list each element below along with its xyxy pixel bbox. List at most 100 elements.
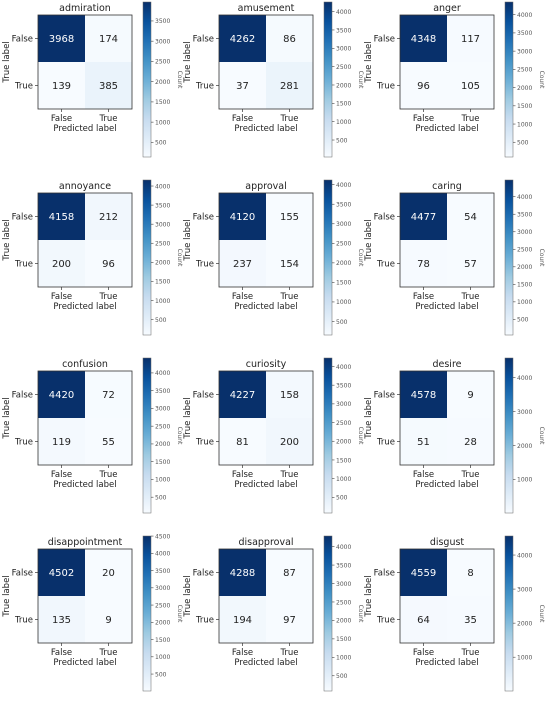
colorbar-tick-label: 3000 — [336, 581, 351, 588]
y-tick-label: False — [12, 213, 33, 223]
cell-value: 87 — [283, 568, 296, 579]
colorbar-label: Count — [538, 427, 545, 445]
y-axis-label: True label — [2, 575, 12, 617]
y-tick-label: True — [195, 616, 214, 626]
x-tick-label: True — [279, 114, 298, 124]
colorbar-tick-label: 500 — [155, 317, 167, 324]
y-tick-label: False — [374, 391, 395, 401]
colorbar-tick-label: 500 — [336, 673, 348, 680]
matrix-cell — [400, 240, 447, 287]
matrix-cell — [38, 62, 85, 109]
cell-value: 37 — [236, 81, 249, 92]
cell-value: 4227 — [230, 390, 255, 401]
matrix-cell — [219, 62, 266, 109]
x-tick-label: True — [460, 114, 479, 124]
matrix-cell — [219, 371, 266, 418]
colorbar-tick-label: 3500 — [155, 202, 170, 209]
matrix-cell — [38, 596, 85, 643]
colorbar-tick-label: 1500 — [155, 459, 170, 466]
colorbar-tick-label: 1500 — [336, 101, 351, 108]
matrix-cell — [85, 418, 132, 465]
colorbar-tick-label: 2500 — [155, 423, 170, 430]
cell-value: 200 — [52, 259, 71, 270]
colorbar-tick-label: 1500 — [336, 457, 351, 464]
matrix-cell — [38, 240, 85, 287]
colorbar — [323, 535, 333, 692]
colorbar-tick-label: 4000 — [336, 9, 351, 16]
cell-value: 97 — [283, 615, 296, 626]
cell-value: 64 — [417, 615, 430, 626]
colorbar-tick-label: 4000 — [155, 183, 170, 190]
cell-value: 4158 — [49, 212, 74, 223]
cell-value: 385 — [99, 81, 118, 92]
colorbar — [323, 179, 333, 336]
matrix-cell — [447, 62, 494, 109]
y-tick-label: False — [193, 569, 214, 579]
y-tick-label: False — [12, 569, 33, 579]
x-tick-label: True — [279, 648, 298, 658]
y-tick-label: True — [376, 438, 395, 448]
matrix-frame — [399, 14, 495, 110]
colorbar-tick-label: 3000 — [517, 409, 532, 416]
y-axis-label: True label — [364, 397, 374, 439]
matrix-cell — [400, 193, 447, 240]
colorbar-tick-label: 3000 — [517, 229, 532, 236]
y-tick-label: True — [14, 82, 33, 92]
matrix-cell — [400, 15, 447, 62]
cell-value: 78 — [417, 259, 430, 270]
colorbar-tick-label: 3500 — [155, 568, 170, 575]
matrix-cell — [38, 371, 85, 418]
matrix-cell — [38, 15, 85, 62]
colorbar-tick-label: 4000 — [517, 375, 532, 382]
cell-value: 4559 — [411, 568, 436, 579]
y-axis-label: True label — [2, 219, 12, 261]
colorbar — [504, 535, 514, 692]
x-tick-label: True — [460, 292, 479, 302]
matrix-title: disappointment — [48, 537, 123, 548]
matrix-title: annoyance — [59, 181, 111, 192]
colorbar-tick-label: 3000 — [336, 401, 351, 408]
y-axis-label: True label — [364, 41, 374, 83]
matrix-frame — [218, 14, 314, 110]
cell-value: 4477 — [411, 212, 436, 223]
colorbar-tick-label: 3000 — [336, 221, 351, 228]
y-axis-label: True label — [183, 219, 193, 261]
matrix-cell — [85, 193, 132, 240]
matrix-title: anger — [433, 3, 461, 14]
matrix-cell — [447, 15, 494, 62]
cell-value: 20 — [102, 568, 115, 579]
x-tick-label: False — [413, 648, 434, 658]
colorbar-tick-label: 3500 — [517, 212, 532, 219]
colorbar-tick-label: 3500 — [155, 388, 170, 395]
y-axis-label: True label — [183, 41, 193, 83]
x-tick-label: True — [279, 292, 298, 302]
cell-value: 35 — [464, 615, 477, 626]
matrix-frame — [399, 192, 495, 288]
y-tick-label: False — [12, 391, 33, 401]
matrix-cell — [219, 193, 266, 240]
colorbar-tick-label: 2000 — [155, 441, 170, 448]
matrix-frame — [399, 370, 495, 466]
matrix-cell — [85, 15, 132, 62]
colorbar-tick-label: 3000 — [155, 406, 170, 413]
y-axis-label: True label — [364, 219, 374, 261]
cell-value: 194 — [233, 615, 252, 626]
colorbar-tick-label: 4000 — [155, 551, 170, 558]
colorbar-tick-label: 1000 — [155, 654, 170, 661]
colorbar-tick-label: 1000 — [517, 477, 532, 484]
x-tick-label: False — [232, 648, 253, 658]
colorbar-tick-label: 2500 — [155, 241, 170, 248]
x-axis-label: Predicted label — [415, 658, 478, 668]
matrix-cell — [266, 371, 313, 418]
y-tick-label: False — [12, 35, 33, 45]
colorbar-tick-label: 1500 — [155, 279, 170, 286]
x-axis-label: Predicted label — [234, 124, 297, 134]
colorbar-tick-label: 1000 — [336, 476, 351, 483]
